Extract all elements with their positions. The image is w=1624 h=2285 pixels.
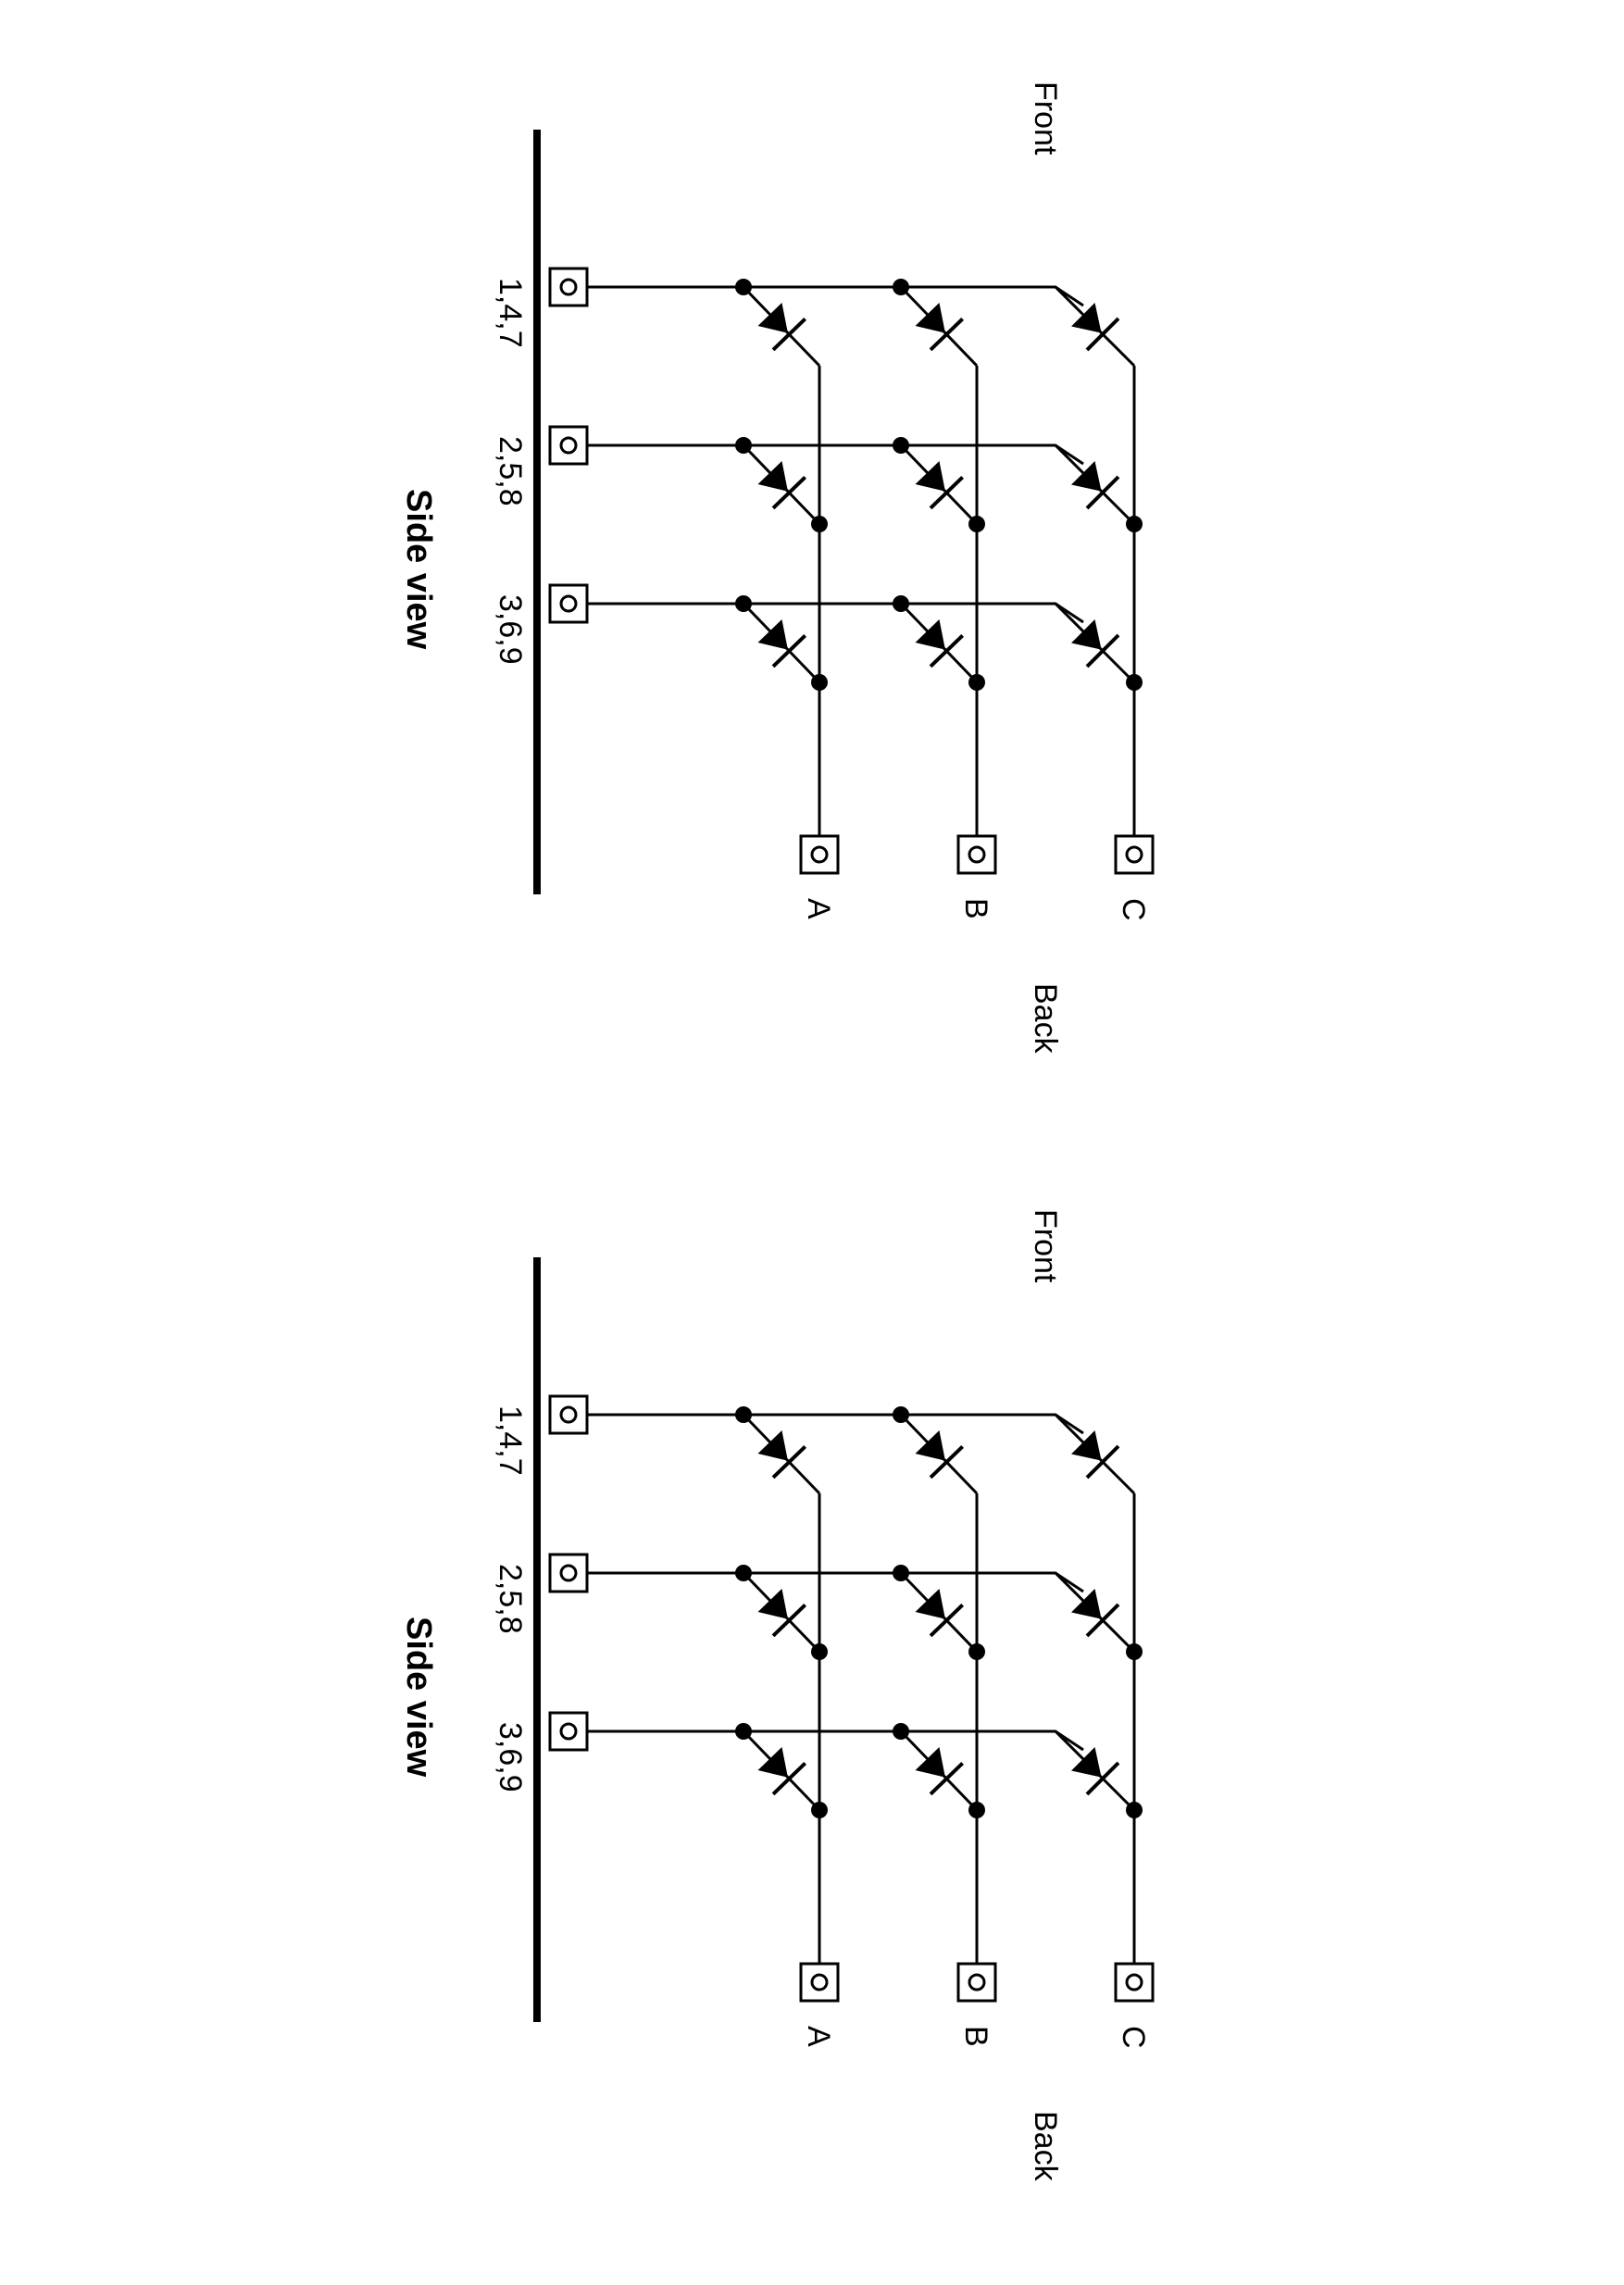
row-bus-wire: [587, 1413, 1084, 1435]
led-diode: [1054, 1571, 1136, 1654]
column-terminal-label: A: [801, 2026, 836, 2047]
row-bus-wire: [587, 285, 1084, 307]
led-diode: [899, 285, 979, 368]
column-terminal-pin: [968, 845, 986, 864]
column-terminal-label: B: [958, 898, 993, 919]
led-diode: [742, 1413, 821, 1495]
led-diode: [1054, 602, 1136, 684]
row-bus-wire: [587, 602, 1084, 624]
column-terminal-pin: [810, 1973, 829, 1992]
row-terminal-label: 3,6,9: [493, 1722, 528, 1792]
row-terminal-pin: [559, 1564, 578, 1582]
column-terminal-label: C: [1116, 898, 1151, 921]
row-terminal-label: 2,5,8: [493, 436, 528, 506]
row-terminal-label: 2,5,8: [493, 1564, 528, 1634]
column-terminal-pin: [810, 845, 829, 864]
row-terminal-pin: [559, 436, 578, 455]
led-diode: [742, 285, 821, 368]
column-terminal-B: [956, 1962, 997, 2003]
led-diode: [742, 602, 821, 684]
row-terminal-label: 1,4,7: [493, 1405, 528, 1476]
led-diode: [1054, 285, 1136, 368]
row-terminal-pin: [559, 1722, 578, 1741]
row-terminal-pin: [559, 1405, 578, 1424]
led-diode: [1054, 1413, 1136, 1495]
column-terminal-pin: [1125, 845, 1143, 864]
led-diode: [899, 602, 979, 684]
led-diode: [742, 1729, 821, 1812]
front-label: Front: [1028, 1209, 1063, 1283]
row-terminal-pin: [559, 594, 578, 613]
column-terminal-C: [1114, 1962, 1155, 2003]
row-terminal-label: 3,6,9: [493, 594, 528, 665]
row-bus-wire: [587, 1729, 1084, 1752]
diagram-bottom: 1,4,7 2,5,8 3,6,9 A B C Front Back Side view: [399, 1209, 1155, 2182]
row-bus-wire: [587, 443, 1084, 466]
led-diode: [742, 1571, 821, 1654]
led-diode: [899, 1571, 979, 1654]
row-terminal-pin: [559, 278, 578, 296]
back-label: Back: [1028, 983, 1063, 1055]
column-terminal-A: [799, 1962, 840, 2003]
led-diode: [1054, 1729, 1136, 1812]
row-bus-wire: [587, 1571, 1084, 1593]
column-terminal-label: A: [801, 898, 836, 919]
column-terminal-label: B: [958, 2026, 993, 2047]
column-terminal-pin: [968, 1973, 986, 1992]
side-view-title: Side view: [399, 489, 438, 650]
row-terminal-label: 1,4,7: [493, 278, 528, 348]
front-label: Front: [1028, 81, 1063, 156]
led-diode: [899, 1413, 979, 1495]
led-diode: [899, 1729, 979, 1812]
back-label: Back: [1028, 2111, 1063, 2182]
diagram-top: 1,4,7 2,5,8 3,6,9 A B C Front Back Side view: [399, 81, 1155, 1055]
column-terminal-label: C: [1116, 2026, 1151, 2049]
column-terminal-pin: [1125, 1973, 1143, 1992]
led-diode: [1054, 443, 1136, 526]
led-diode: [742, 443, 821, 526]
side-view-title: Side view: [399, 1617, 438, 1778]
led-diode: [899, 443, 979, 526]
